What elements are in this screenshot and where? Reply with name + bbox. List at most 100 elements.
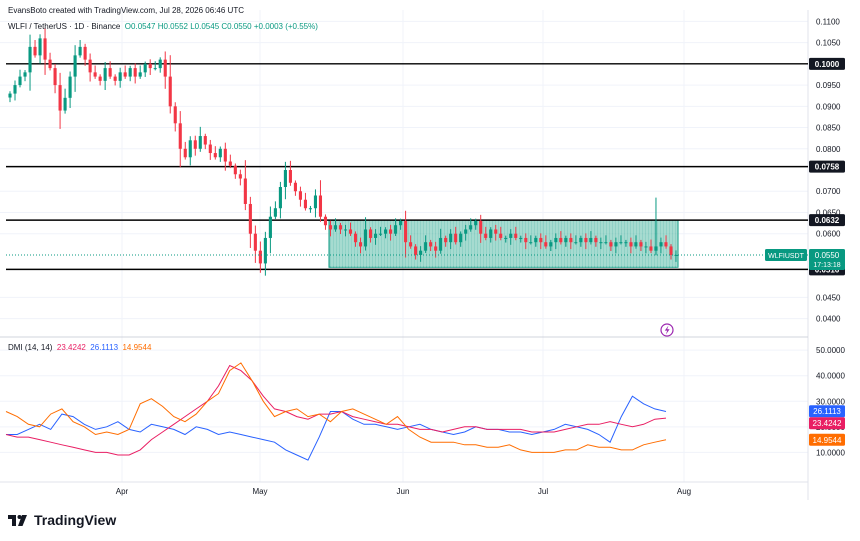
dmi-series-line[interactable] xyxy=(6,395,667,461)
candle[interactable] xyxy=(399,218,403,230)
candle[interactable] xyxy=(594,235,598,247)
candle[interactable] xyxy=(654,197,658,256)
candle[interactable] xyxy=(88,53,92,82)
candle[interactable] xyxy=(213,146,217,160)
candle[interactable] xyxy=(579,235,583,247)
candle[interactable] xyxy=(474,218,478,230)
candle[interactable] xyxy=(228,154,232,169)
candle[interactable] xyxy=(68,71,72,109)
candle[interactable] xyxy=(529,235,533,245)
candle[interactable] xyxy=(644,241,648,254)
candle[interactable] xyxy=(479,214,483,243)
candle[interactable] xyxy=(494,224,498,241)
candle[interactable] xyxy=(193,135,197,156)
candle[interactable] xyxy=(504,235,508,243)
candle[interactable] xyxy=(469,218,473,232)
candle[interactable] xyxy=(288,160,292,186)
candle[interactable] xyxy=(599,237,603,250)
candle[interactable] xyxy=(128,65,132,82)
candle[interactable] xyxy=(368,227,373,243)
candle[interactable] xyxy=(439,228,443,254)
candle[interactable] xyxy=(343,224,348,237)
candle[interactable] xyxy=(143,61,147,77)
candle[interactable] xyxy=(524,233,528,250)
candle[interactable] xyxy=(544,235,548,249)
candle[interactable] xyxy=(263,231,267,276)
current-price-badge[interactable]: WLFIUSDT 0.0550 17:13:18 xyxy=(6,248,845,270)
candle[interactable] xyxy=(48,52,52,71)
candle[interactable] xyxy=(454,226,458,245)
candle[interactable] xyxy=(604,235,608,245)
candle[interactable] xyxy=(333,218,338,232)
candle[interactable] xyxy=(409,235,413,249)
candle[interactable] xyxy=(429,239,433,252)
candle[interactable] xyxy=(113,74,117,86)
candle[interactable] xyxy=(93,65,97,79)
candle[interactable] xyxy=(148,59,152,75)
candle[interactable] xyxy=(554,233,558,250)
candle[interactable] xyxy=(78,39,82,58)
candle[interactable] xyxy=(83,43,87,66)
candle[interactable] xyxy=(238,169,242,186)
candle[interactable] xyxy=(293,180,297,196)
candle[interactable] xyxy=(414,244,418,260)
candle[interactable] xyxy=(624,239,628,247)
candle[interactable] xyxy=(419,246,423,262)
candle[interactable] xyxy=(318,180,323,222)
candle[interactable] xyxy=(23,70,27,82)
candle[interactable] xyxy=(534,235,538,247)
candle[interactable] xyxy=(348,222,353,236)
symbol-name[interactable]: WLFI / TetherUS · 1D · Binance xyxy=(8,22,121,31)
candle[interactable] xyxy=(273,201,277,220)
lightning-icon[interactable] xyxy=(660,323,674,337)
candle[interactable] xyxy=(168,55,172,114)
candle[interactable] xyxy=(163,51,167,89)
candle[interactable] xyxy=(444,235,448,247)
candle[interactable] xyxy=(659,237,663,254)
candle[interactable] xyxy=(208,139,212,160)
candle[interactable] xyxy=(253,225,257,263)
candle[interactable] xyxy=(379,226,383,236)
candle[interactable] xyxy=(353,231,358,247)
candle[interactable] xyxy=(424,235,428,253)
candle[interactable] xyxy=(233,163,237,179)
candle[interactable] xyxy=(373,229,378,245)
candle[interactable] xyxy=(549,239,553,252)
candle[interactable] xyxy=(123,65,127,79)
candle[interactable] xyxy=(158,57,162,73)
candle[interactable] xyxy=(499,226,503,241)
dmi-name[interactable]: DMI (14, 14) xyxy=(8,343,53,352)
candle[interactable] xyxy=(564,235,568,247)
candle[interactable] xyxy=(639,239,643,252)
candle[interactable] xyxy=(283,161,287,200)
candle[interactable] xyxy=(569,233,573,250)
candle[interactable] xyxy=(559,231,563,245)
candle[interactable] xyxy=(53,64,57,94)
candle[interactable] xyxy=(278,181,282,219)
candle[interactable] xyxy=(489,227,493,243)
candle[interactable] xyxy=(363,217,368,251)
candle[interactable] xyxy=(223,142,227,171)
candle[interactable] xyxy=(589,231,593,245)
candle[interactable] xyxy=(629,237,633,254)
tradingview-logo[interactable]: TradingView xyxy=(8,512,116,528)
candle[interactable] xyxy=(464,224,468,241)
candle[interactable] xyxy=(103,61,107,91)
candle[interactable] xyxy=(108,61,112,79)
candle[interactable] xyxy=(539,233,543,250)
candle[interactable] xyxy=(389,224,393,241)
candle[interactable] xyxy=(328,220,333,237)
candle[interactable] xyxy=(384,227,388,239)
candle[interactable] xyxy=(323,214,328,230)
candle[interactable] xyxy=(634,235,638,249)
candle[interactable] xyxy=(664,235,668,249)
candle[interactable] xyxy=(459,231,463,247)
candle[interactable] xyxy=(449,229,453,250)
candle[interactable] xyxy=(28,34,32,91)
candle[interactable] xyxy=(243,160,247,211)
candle[interactable] xyxy=(138,65,142,79)
candle[interactable] xyxy=(153,61,157,71)
candle[interactable] xyxy=(43,28,47,75)
candle[interactable] xyxy=(313,189,318,218)
candle[interactable] xyxy=(98,74,102,86)
